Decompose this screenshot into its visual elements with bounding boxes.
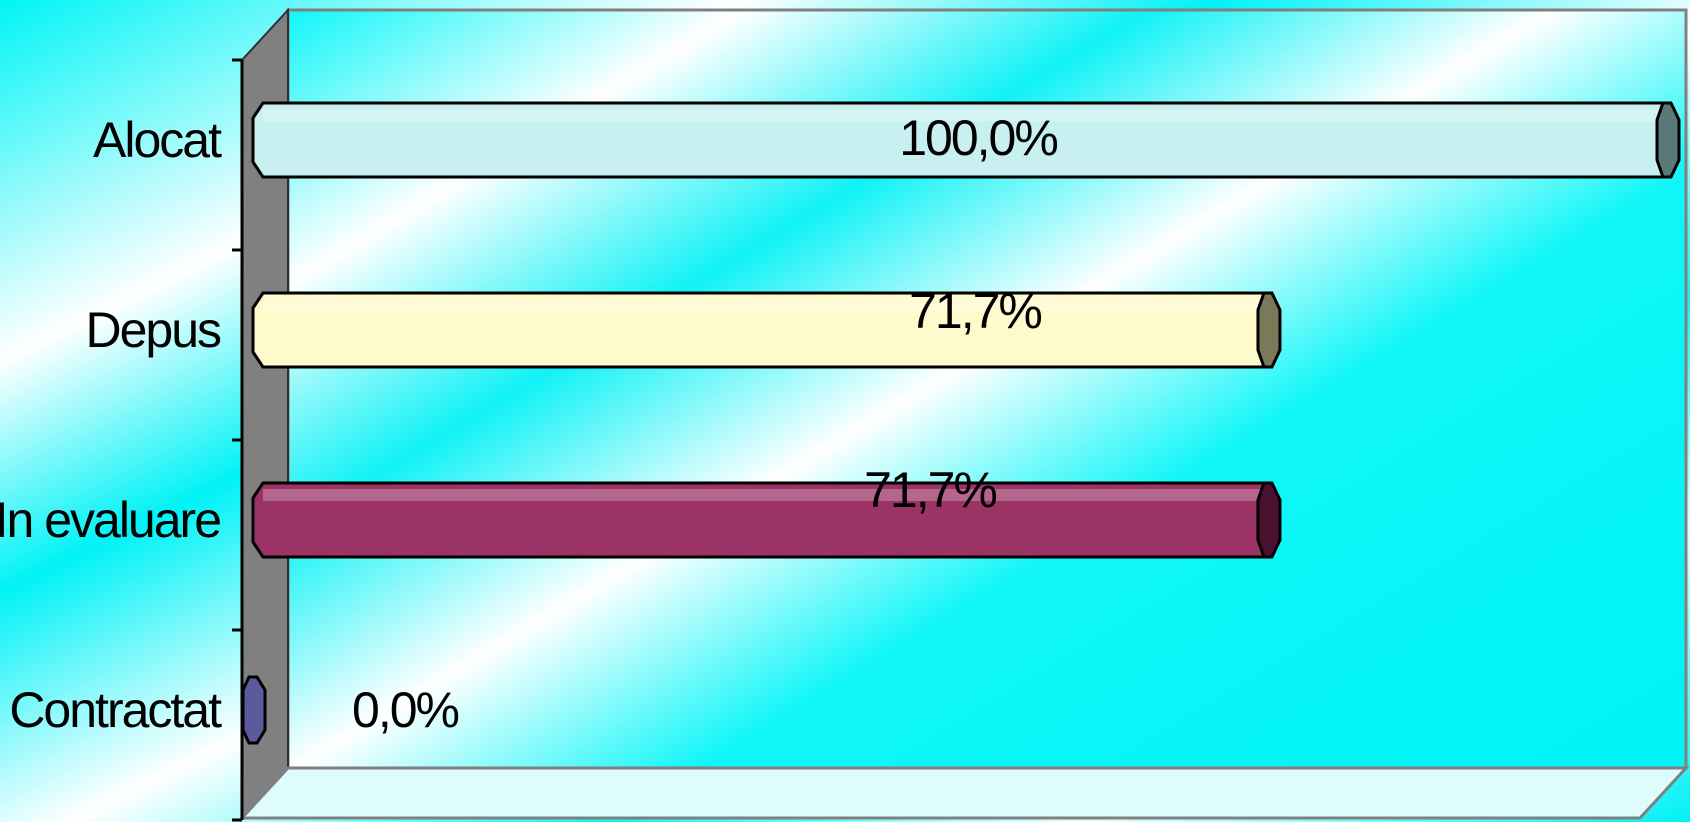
data-label-alocat: 100,0%: [899, 110, 1057, 166]
bar-highlight-depus: [263, 299, 1260, 311]
bar-cap-alocat: [1655, 101, 1681, 179]
bar-contractat: [241, 675, 267, 745]
data-label-depus: 71,7%: [909, 283, 1041, 339]
data-label-in-evaluare: 71,7%: [864, 462, 996, 518]
bar-series: [241, 101, 1681, 745]
category-label-alocat: Alocat: [93, 112, 222, 168]
plot-floor: [238, 766, 1690, 820]
category-axis-ticks: [232, 58, 242, 822]
category-label-in-evaluare: In evaluare: [0, 492, 220, 548]
category-labels: Alocat Depus In evaluare Contractat: [0, 112, 224, 738]
bar-cap-depus: [1256, 291, 1282, 369]
bar-cap-in-evaluare: [1256, 481, 1282, 559]
category-label-depus: Depus: [85, 302, 221, 358]
category-label-contractat: Contractat: [9, 682, 222, 738]
data-labels: 100,0% 71,7% 71,7% 0,0%: [352, 110, 1059, 738]
bar-highlight-alocat: [263, 109, 1659, 121]
data-label-contractat: 0,0%: [352, 682, 459, 738]
bar-highlight-in-evaluare: [263, 489, 1260, 501]
